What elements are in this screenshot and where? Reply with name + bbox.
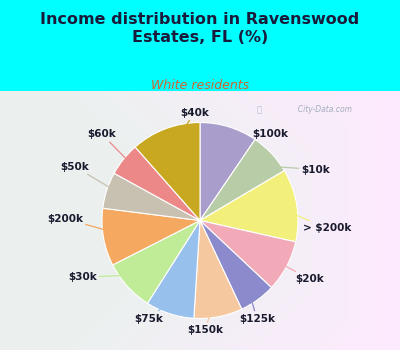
Wedge shape xyxy=(200,170,298,242)
Text: $150k: $150k xyxy=(187,302,223,335)
Text: Income distribution in Ravenswood
Estates, FL (%): Income distribution in Ravenswood Estate… xyxy=(40,12,360,45)
Text: City-Data.com: City-Data.com xyxy=(293,105,352,114)
Wedge shape xyxy=(194,220,242,318)
Wedge shape xyxy=(114,147,200,220)
Text: $100k: $100k xyxy=(226,129,288,143)
Wedge shape xyxy=(200,220,272,309)
Text: $75k: $75k xyxy=(135,299,173,323)
Text: $125k: $125k xyxy=(239,288,275,323)
Wedge shape xyxy=(102,208,200,265)
Text: $10k: $10k xyxy=(261,164,330,175)
Wedge shape xyxy=(200,220,296,288)
Wedge shape xyxy=(103,173,200,220)
Text: $30k: $30k xyxy=(68,272,138,282)
Text: $60k: $60k xyxy=(88,129,135,168)
Wedge shape xyxy=(148,220,200,318)
Text: > $200k: > $200k xyxy=(282,209,352,233)
Wedge shape xyxy=(200,139,284,220)
Wedge shape xyxy=(113,220,200,303)
Text: ⦿: ⦿ xyxy=(256,105,261,114)
Text: $50k: $50k xyxy=(60,162,121,194)
Text: $200k: $200k xyxy=(47,214,118,233)
Text: $20k: $20k xyxy=(274,259,324,284)
Wedge shape xyxy=(135,122,200,220)
Wedge shape xyxy=(200,122,255,220)
Text: $40k: $40k xyxy=(173,108,210,143)
Text: White residents: White residents xyxy=(151,79,249,92)
